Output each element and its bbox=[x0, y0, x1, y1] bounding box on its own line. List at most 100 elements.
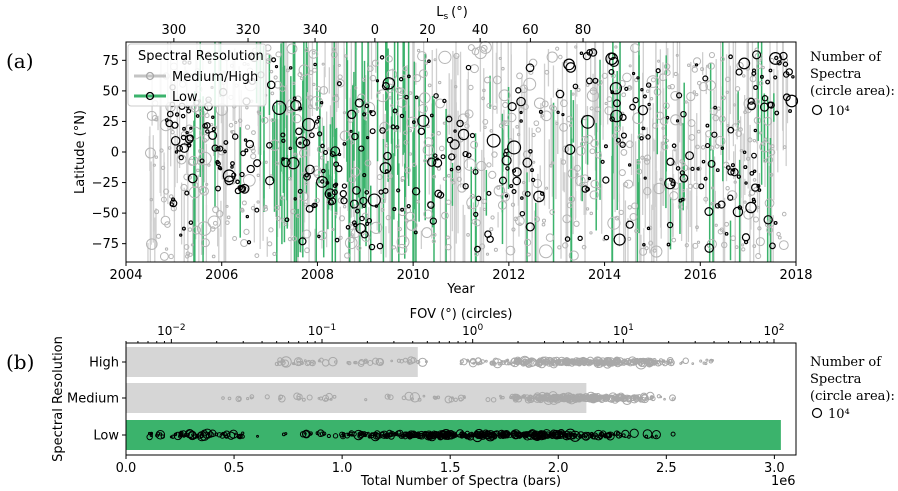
fov-circle bbox=[594, 434, 598, 438]
medium-high-point bbox=[541, 218, 547, 223]
panel-b-x-tick-label: 0.0 bbox=[116, 461, 137, 476]
fov-circle bbox=[226, 431, 236, 440]
medium-high-point bbox=[319, 86, 329, 95]
medium-high-point bbox=[503, 120, 510, 127]
fov-circle bbox=[663, 397, 666, 401]
fov-circle bbox=[368, 435, 372, 439]
low-point bbox=[349, 199, 359, 209]
low-point bbox=[564, 144, 576, 155]
low-point bbox=[383, 151, 392, 161]
medium-high-point bbox=[682, 189, 686, 193]
low-point bbox=[602, 176, 610, 184]
low-point bbox=[435, 157, 440, 161]
medium-high-point bbox=[743, 209, 754, 220]
fov-circle bbox=[150, 431, 154, 435]
medium-high-point bbox=[280, 195, 285, 201]
low-point bbox=[715, 168, 720, 173]
panel-b-x-tick-label: 2.0 bbox=[548, 461, 569, 476]
panel-b-category-label: Low bbox=[93, 429, 119, 444]
low-point bbox=[743, 165, 748, 170]
medium-high-point bbox=[670, 114, 682, 126]
medium-high-point bbox=[575, 175, 586, 187]
fov-circle bbox=[621, 429, 630, 439]
low-point bbox=[174, 150, 179, 154]
low-point bbox=[337, 152, 342, 157]
medium-high-point bbox=[607, 216, 621, 230]
low-point bbox=[292, 96, 297, 101]
panel-a-size-legend: Number of Spectra (circle area): 10⁴ bbox=[810, 50, 895, 119]
medium-high-point bbox=[163, 188, 170, 195]
medium-high-point bbox=[597, 186, 601, 190]
fov-circle bbox=[208, 429, 217, 438]
medium-high-point bbox=[586, 89, 600, 102]
fov-circle bbox=[278, 394, 283, 400]
fov-circle bbox=[448, 433, 452, 436]
medium-high-point bbox=[488, 170, 497, 179]
low-point bbox=[538, 109, 543, 114]
fov-circle bbox=[613, 430, 620, 437]
fov-circle bbox=[383, 434, 387, 438]
medium-high-point bbox=[523, 238, 532, 247]
fov-circle bbox=[554, 395, 558, 400]
medium-high-point bbox=[357, 93, 366, 102]
low-point bbox=[679, 170, 685, 176]
low-point bbox=[751, 197, 756, 202]
medium-high-point bbox=[692, 65, 696, 69]
medium-high-point bbox=[424, 61, 428, 65]
fov-circle bbox=[375, 433, 381, 439]
low-point bbox=[725, 165, 731, 171]
medium-high-point bbox=[627, 85, 632, 90]
medium-high-point bbox=[571, 92, 575, 96]
size-legend-b-line2: Spectra bbox=[810, 372, 862, 387]
medium-high-point bbox=[275, 215, 281, 222]
low-point bbox=[355, 223, 367, 234]
medium-high-point bbox=[559, 122, 569, 132]
medium-high-point bbox=[510, 202, 516, 207]
low-point bbox=[211, 144, 219, 152]
low-point bbox=[240, 150, 247, 157]
medium-high-point bbox=[776, 231, 781, 237]
fov-circle bbox=[450, 431, 454, 435]
medium-high-point bbox=[403, 130, 408, 136]
low-point bbox=[362, 173, 367, 178]
fov-circle bbox=[708, 359, 714, 364]
low-point bbox=[646, 226, 651, 231]
medium-high-point bbox=[498, 89, 511, 102]
low-point bbox=[603, 144, 608, 149]
low-point bbox=[564, 236, 571, 242]
low-point bbox=[368, 243, 376, 251]
low-point bbox=[208, 130, 218, 140]
medium-high-point bbox=[286, 43, 298, 55]
bar-high bbox=[126, 347, 418, 377]
medium-high-point bbox=[435, 98, 446, 109]
panel-b-x-tick-label: 3.0 bbox=[764, 461, 785, 476]
fov-circle bbox=[621, 433, 626, 438]
low-point bbox=[266, 142, 273, 149]
low-point bbox=[379, 127, 386, 134]
medium-high-point bbox=[397, 226, 402, 232]
fov-circle bbox=[682, 357, 689, 365]
low-point bbox=[176, 144, 184, 152]
fov-circle bbox=[551, 360, 558, 367]
medium-high-point bbox=[628, 64, 632, 68]
low-point bbox=[462, 183, 469, 190]
low-point bbox=[520, 196, 524, 200]
medium-high-point bbox=[354, 86, 358, 90]
fov-circle bbox=[623, 396, 627, 400]
medium-high-point bbox=[287, 176, 292, 181]
low-point bbox=[171, 121, 179, 129]
fov-circle bbox=[535, 395, 541, 400]
medium-high-point bbox=[254, 253, 260, 259]
medium-high-point bbox=[331, 228, 335, 232]
low-point bbox=[266, 80, 276, 90]
low-point bbox=[613, 233, 626, 246]
fov-circle bbox=[691, 362, 695, 365]
medium-high-point bbox=[369, 74, 377, 82]
medium-high-point bbox=[395, 144, 400, 149]
fov-circle bbox=[503, 359, 510, 366]
medium-high-point bbox=[456, 176, 462, 182]
fov-circle bbox=[540, 394, 544, 398]
low-point bbox=[530, 177, 536, 183]
low-point bbox=[298, 106, 303, 111]
